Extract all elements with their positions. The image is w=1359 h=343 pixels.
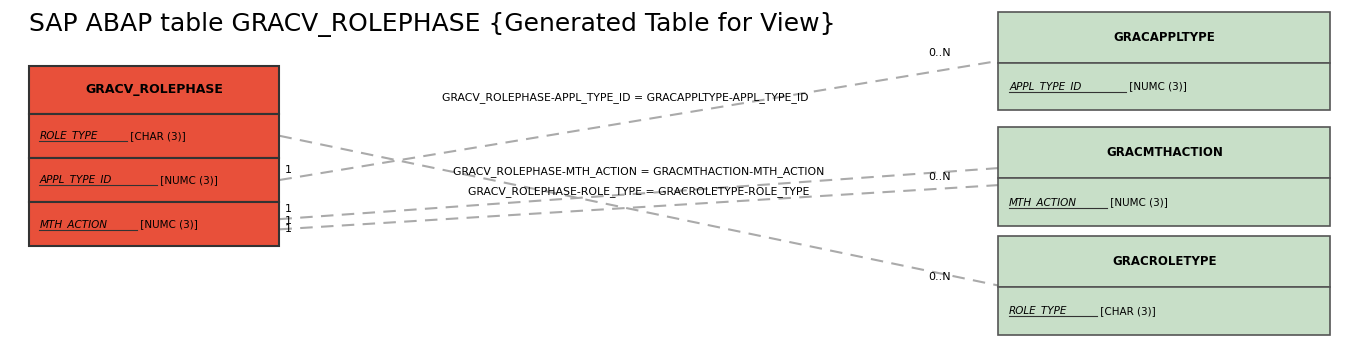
FancyBboxPatch shape (999, 287, 1330, 335)
Text: 0..N: 0..N (928, 48, 951, 58)
FancyBboxPatch shape (999, 127, 1330, 178)
Text: MTH_ACTION: MTH_ACTION (39, 219, 107, 230)
FancyBboxPatch shape (29, 158, 280, 202)
FancyBboxPatch shape (29, 66, 280, 114)
Text: ROLE_TYPE: ROLE_TYPE (1010, 306, 1067, 317)
Text: [CHAR (3)]: [CHAR (3)] (1097, 306, 1155, 316)
Text: APPL_TYPE_ID: APPL_TYPE_ID (39, 175, 111, 186)
Text: GRACROLETYPE: GRACROLETYPE (1112, 255, 1216, 268)
Text: [NUMC (3)]: [NUMC (3)] (137, 219, 198, 229)
Text: [NUMC (3)]: [NUMC (3)] (1106, 197, 1167, 207)
Text: 0..N: 0..N (928, 172, 951, 181)
FancyBboxPatch shape (999, 63, 1330, 110)
FancyBboxPatch shape (29, 114, 280, 158)
Text: SAP ABAP table GRACV_ROLEPHASE {Generated Table for View}: SAP ABAP table GRACV_ROLEPHASE {Generate… (29, 12, 836, 37)
Text: 1: 1 (285, 165, 292, 175)
Text: GRACMTHACTION: GRACMTHACTION (1106, 146, 1223, 159)
Text: GRACV_ROLEPHASE-ROLE_TYPE = GRACROLETYPE-ROLE_TYPE: GRACV_ROLEPHASE-ROLE_TYPE = GRACROLETYPE… (467, 186, 810, 197)
Text: GRACV_ROLEPHASE-APPL_TYPE_ID = GRACAPPLTYPE-APPL_TYPE_ID: GRACV_ROLEPHASE-APPL_TYPE_ID = GRACAPPLT… (442, 93, 809, 104)
Text: 1: 1 (285, 224, 292, 235)
Text: ROLE_TYPE: ROLE_TYPE (39, 130, 98, 141)
FancyBboxPatch shape (999, 236, 1330, 287)
FancyBboxPatch shape (999, 12, 1330, 63)
Text: 1: 1 (285, 216, 292, 226)
Text: 0..N: 0..N (928, 272, 951, 282)
Text: GRACV_ROLEPHASE: GRACV_ROLEPHASE (86, 83, 223, 96)
Text: 1: 1 (285, 204, 292, 214)
Text: [NUMC (3)]: [NUMC (3)] (1127, 81, 1188, 92)
Text: [CHAR (3)]: [CHAR (3)] (128, 131, 186, 141)
Text: GRACV_ROLEPHASE-MTH_ACTION = GRACMTHACTION-MTH_ACTION: GRACV_ROLEPHASE-MTH_ACTION = GRACMTHACTI… (453, 166, 825, 177)
Text: MTH_ACTION: MTH_ACTION (1010, 197, 1078, 208)
FancyBboxPatch shape (999, 178, 1330, 226)
Text: GRACAPPLTYPE: GRACAPPLTYPE (1113, 31, 1215, 44)
Text: [NUMC (3)]: [NUMC (3)] (156, 175, 217, 185)
Text: APPL_TYPE_ID: APPL_TYPE_ID (1010, 81, 1082, 92)
FancyBboxPatch shape (29, 202, 280, 246)
